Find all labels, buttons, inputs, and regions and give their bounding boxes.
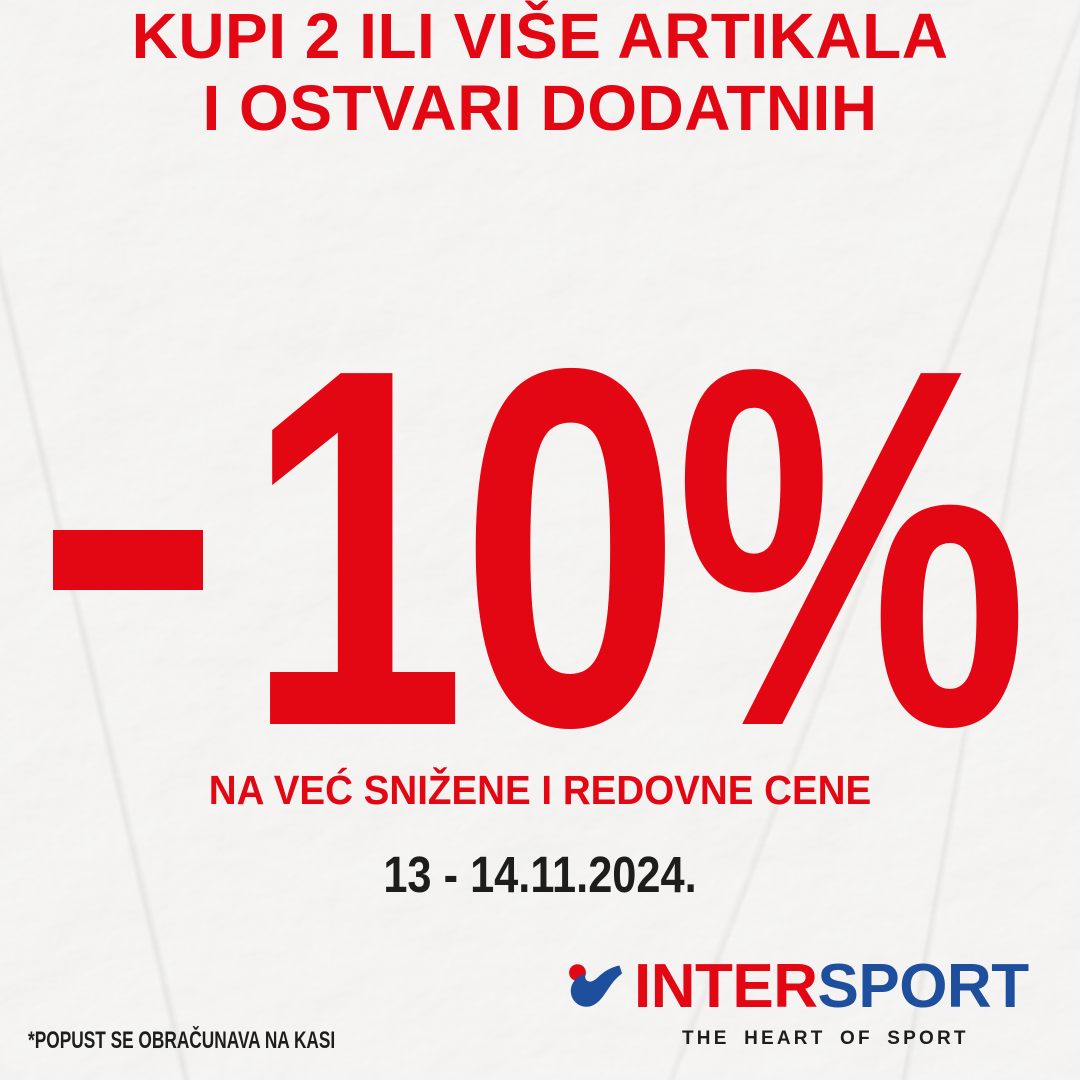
wordmark-sport: SPORT (817, 952, 1030, 1021)
brand-tagline: THE HEART OF SPORT (682, 1028, 969, 1049)
promo-date-range: 13 - 14.11.2024. (383, 846, 697, 903)
logo-row: INTERSPORT (566, 956, 1029, 1018)
intersport-wordmark: INTERSPORT (634, 956, 1029, 1018)
promo-subtitle: NA VEĆ SNIŽENE I REDOVNE CENE (208, 767, 872, 813)
intersport-logo: INTERSPORT THE HEART OF SPORT (566, 956, 1029, 1050)
wordmark-inter: INTER (634, 952, 818, 1021)
discount-minus-sign (53, 530, 203, 590)
headline-line-1: KUPI 2 ILI VIŠE ARTIKALA (131, 0, 949, 72)
discount-digits: 10% (245, 263, 1029, 833)
headline: KUPI 2 ILI VIŠE ARTIKALA I OSTVARI DODAT… (0, 0, 1080, 144)
headline-line-2: I OSTVARI DODATNIH (202, 72, 878, 144)
footnote: *POPUST SE OBRAČUNAVA NA KASI (28, 1027, 336, 1054)
intersport-swoosh-icon (569, 964, 622, 1007)
